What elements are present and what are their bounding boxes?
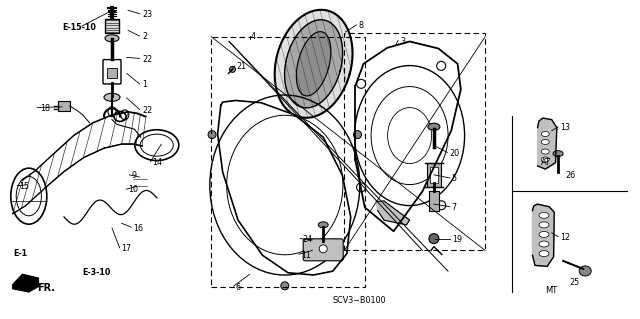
Text: 9: 9 [131, 171, 136, 180]
Text: E-15-10: E-15-10 [63, 23, 97, 32]
FancyBboxPatch shape [103, 60, 121, 84]
Text: 17: 17 [122, 244, 132, 253]
Text: 10: 10 [128, 185, 138, 194]
Ellipse shape [319, 245, 327, 253]
Ellipse shape [541, 157, 549, 162]
Ellipse shape [579, 266, 591, 276]
Text: 24: 24 [302, 235, 312, 244]
Text: 19: 19 [452, 235, 462, 244]
Ellipse shape [541, 149, 549, 154]
Text: 15: 15 [19, 182, 29, 191]
Text: E-3-10: E-3-10 [82, 268, 110, 277]
Text: MT: MT [545, 286, 557, 295]
Ellipse shape [539, 241, 549, 247]
Ellipse shape [553, 151, 563, 157]
Polygon shape [285, 20, 342, 108]
Text: 4: 4 [251, 32, 256, 41]
Ellipse shape [353, 130, 362, 139]
Text: AT: AT [541, 158, 551, 167]
Text: 22: 22 [142, 55, 152, 63]
Ellipse shape [539, 222, 549, 228]
Polygon shape [532, 204, 554, 266]
Text: 23: 23 [142, 10, 152, 19]
Circle shape [429, 234, 439, 244]
Text: 26: 26 [565, 171, 575, 180]
Ellipse shape [281, 282, 289, 290]
Ellipse shape [104, 93, 120, 101]
Ellipse shape [208, 130, 216, 139]
Text: 22: 22 [142, 106, 152, 115]
Bar [58, 101, 70, 111]
Bar [344, 33, 485, 250]
Text: 14: 14 [152, 158, 163, 167]
Bar [107, 68, 117, 78]
Text: 18: 18 [40, 104, 50, 113]
FancyBboxPatch shape [303, 239, 343, 261]
Ellipse shape [539, 212, 549, 218]
Text: 3: 3 [400, 37, 405, 46]
Text: 7: 7 [452, 203, 457, 212]
Ellipse shape [541, 131, 549, 137]
Bar [105, 19, 119, 33]
Polygon shape [275, 10, 353, 118]
Text: 2: 2 [142, 32, 147, 41]
Text: 21: 21 [237, 63, 247, 71]
Text: SCV3−B0100: SCV3−B0100 [333, 296, 387, 305]
Polygon shape [376, 201, 410, 225]
Text: 20: 20 [449, 149, 460, 158]
Text: 8: 8 [358, 21, 364, 30]
Text: 5: 5 [452, 174, 457, 183]
Bar [211, 37, 365, 287]
Ellipse shape [230, 66, 236, 72]
Text: 11: 11 [301, 251, 311, 260]
Bar [429, 191, 439, 211]
Text: 6: 6 [236, 283, 241, 292]
Ellipse shape [539, 251, 549, 256]
Text: 12: 12 [560, 233, 570, 242]
Text: 13: 13 [560, 123, 570, 132]
Text: 25: 25 [570, 278, 580, 287]
Ellipse shape [105, 35, 119, 42]
Text: FR.: FR. [37, 283, 55, 293]
Text: 16: 16 [133, 224, 143, 233]
Text: 1: 1 [142, 80, 147, 89]
Ellipse shape [428, 123, 440, 130]
Ellipse shape [318, 222, 328, 228]
Bar [427, 163, 441, 187]
Ellipse shape [539, 232, 549, 237]
Polygon shape [13, 274, 38, 292]
Ellipse shape [541, 139, 549, 145]
Polygon shape [538, 118, 557, 169]
Bar [430, 167, 438, 183]
Polygon shape [296, 32, 331, 96]
Text: E-1: E-1 [13, 249, 27, 258]
